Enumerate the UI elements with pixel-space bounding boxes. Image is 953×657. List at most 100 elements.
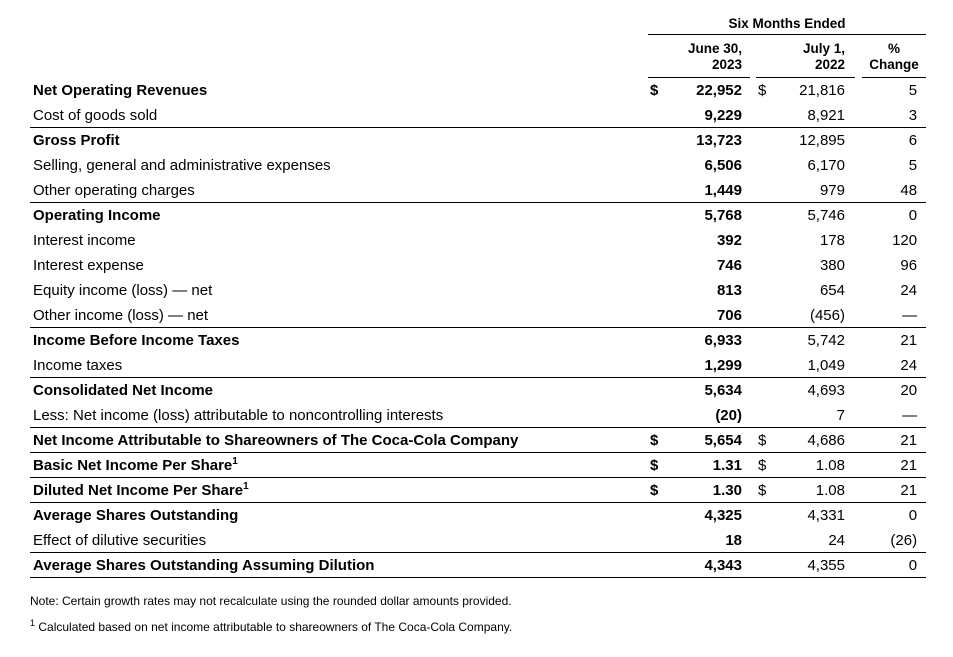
value-2023: 5,654 xyxy=(670,427,750,454)
value-2022: 4,693 xyxy=(807,382,845,400)
column-gap xyxy=(855,552,862,579)
currency-symbol-2022 xyxy=(756,352,778,379)
footnote-1: 1 Calculated based on net income attribu… xyxy=(30,619,926,635)
column-gap xyxy=(750,427,756,454)
value-2023: 392 xyxy=(716,231,742,249)
table-row: Selling, general and administrative expe… xyxy=(30,153,926,178)
value-2023: 6,933 xyxy=(704,332,742,350)
currency-symbol-2022 xyxy=(756,228,778,253)
column-gap xyxy=(750,452,756,479)
value-2023: 5,634 xyxy=(704,382,742,400)
pct-change: 5 xyxy=(908,156,918,174)
currency-symbol-2023 xyxy=(648,278,670,303)
row-label: Income taxes xyxy=(30,352,648,379)
table-row: Income Before Income Taxes 6,933 5,742 21 xyxy=(30,328,926,353)
table-row: Other operating charges 1,449 979 48 xyxy=(30,177,927,204)
pct-change: 21 xyxy=(862,452,927,479)
table-row: Less: Net income (loss) attributable to … xyxy=(30,402,927,429)
currency-symbol-2022: $ xyxy=(756,452,778,479)
column-gap xyxy=(750,177,756,204)
column-header-pct-line1: % xyxy=(888,41,901,56)
value-2022: 4,355 xyxy=(778,552,855,579)
pct-change: 21 xyxy=(862,477,927,504)
pct-change: 24 xyxy=(900,281,918,299)
row-label: Income Before Income Taxes xyxy=(33,332,240,350)
pct-change: (26) xyxy=(862,527,927,554)
currency-symbol-2023: $ xyxy=(648,427,670,454)
row-label: Other income (loss) — net xyxy=(30,302,648,329)
table-row: Diluted Net Income Per Share1 $1.30 $1.08 2… xyxy=(30,477,927,504)
value-2023: 1.31 xyxy=(670,452,750,479)
row-label: Cost of goods sold xyxy=(30,102,648,129)
table-row: Consolidated Net Income 5,634 4,693 20 xyxy=(30,378,926,403)
currency-symbol-2023 xyxy=(648,328,670,353)
row-label: Average Shares Outstanding Assuming Dilu… xyxy=(30,552,648,579)
table-row: Effect of dilutive securities 18 24 (26) xyxy=(30,527,927,554)
currency-symbol-2023 xyxy=(648,402,670,429)
currency-symbol-2023 xyxy=(648,302,670,329)
row-label: Operating Income xyxy=(33,207,161,225)
pct-change: 24 xyxy=(862,352,927,379)
pct-change: — xyxy=(862,402,927,429)
column-gap xyxy=(750,352,756,379)
value-2023: 18 xyxy=(670,527,750,554)
column-header-pct-change: % Change xyxy=(862,34,927,79)
income-statement-table: Six Months Ended June 30, 2023 July 1, 2… xyxy=(30,14,927,579)
row-label: Interest expense xyxy=(33,256,144,274)
row-label: Average Shares Outstanding xyxy=(33,507,239,525)
table-row: Operating Income 5,768 5,746 0 xyxy=(30,203,926,228)
currency-symbol-2023 xyxy=(648,203,670,228)
currency-symbol-2022: $ xyxy=(756,427,778,454)
spacer-cell xyxy=(855,35,862,78)
column-gap xyxy=(855,352,862,379)
column-header-2023-line2: 2023 xyxy=(711,57,742,73)
spacer-cell xyxy=(30,14,648,35)
currency-symbol-2023 xyxy=(648,177,670,204)
value-2023: 746 xyxy=(716,256,742,274)
column-header-2022-line2: 2022 xyxy=(814,57,845,73)
value-2023: (20) xyxy=(670,402,750,429)
value-2023: 4,343 xyxy=(670,552,750,579)
table-row: Interest income 392 178 120 xyxy=(30,228,926,253)
column-gap xyxy=(855,527,862,554)
column-gap xyxy=(855,228,862,253)
pct-change: 3 xyxy=(862,102,927,129)
row-label: Basic Net Income Per Share1 xyxy=(30,452,648,479)
row-label: Diluted Net Income Per Share1 xyxy=(30,477,648,504)
row-label: Consolidated Net Income xyxy=(33,382,214,400)
column-gap xyxy=(855,503,862,528)
table-row: Interest expense 746 380 96 xyxy=(30,253,926,278)
currency-symbol-2022 xyxy=(756,503,778,528)
currency-symbol-2022 xyxy=(756,302,778,329)
table-row: Net Income Attributable to Shareowners o… xyxy=(30,427,927,454)
column-gap xyxy=(855,477,862,504)
value-2022: 5,746 xyxy=(807,207,845,225)
value-2022: 21,816 xyxy=(799,82,845,100)
currency-symbol-2023 xyxy=(648,352,670,379)
span-header-row: Six Months Ended xyxy=(30,14,927,35)
value-2022: 1,049 xyxy=(778,352,855,379)
column-gap xyxy=(855,128,862,153)
value-2022: 6,170 xyxy=(807,156,845,174)
column-gap xyxy=(855,78,862,103)
column-gap xyxy=(855,102,862,129)
column-gap xyxy=(855,203,862,228)
column-header-2023: June 30, 2023 xyxy=(648,34,750,79)
currency-symbol-2023 xyxy=(648,527,670,554)
currency-symbol-2022 xyxy=(756,527,778,554)
currency-symbol-2023 xyxy=(648,153,670,178)
row-label: Other operating charges xyxy=(30,177,648,204)
value-2022: 178 xyxy=(819,231,845,249)
currency-symbol-2022 xyxy=(756,328,778,353)
currency-symbol-2023 xyxy=(648,503,670,528)
table-row: Basic Net Income Per Share1 $1.31 $1.08 21 xyxy=(30,452,927,479)
pct-change: 21 xyxy=(862,427,927,454)
column-gap xyxy=(855,302,862,329)
pct-change: 20 xyxy=(900,382,918,400)
column-gap xyxy=(750,102,756,129)
value-2022: 8,921 xyxy=(778,102,855,129)
footnote-1-text: Calculated based on net income attributa… xyxy=(38,620,513,635)
row-label: Equity income (loss) — net xyxy=(33,281,213,299)
value-2022: 1.08 xyxy=(778,477,855,504)
currency-symbol-2023: $ xyxy=(650,82,659,100)
